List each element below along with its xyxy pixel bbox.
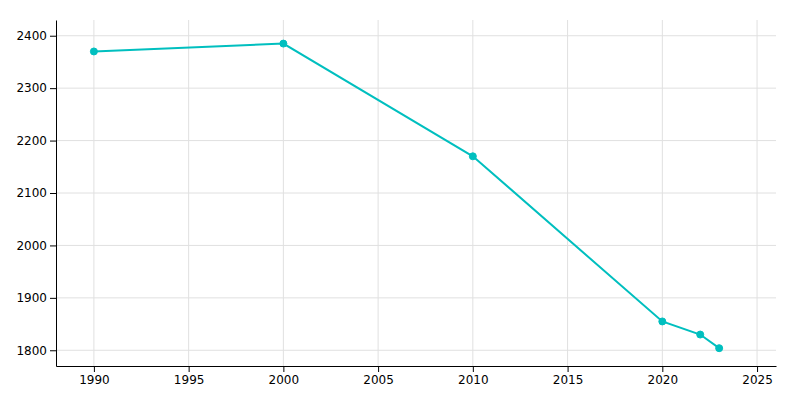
tick-mark <box>378 366 379 372</box>
grid-line <box>56 245 776 246</box>
tick-mark <box>50 36 56 37</box>
tick-label: 1990 <box>79 373 110 387</box>
tick-mark <box>50 298 56 299</box>
tick-mark <box>50 88 56 89</box>
tick-label: 1995 <box>174 373 205 387</box>
tick-label: 2400 <box>16 29 47 43</box>
tick-label: 2200 <box>16 134 47 148</box>
grid <box>56 20 776 366</box>
tick-mark <box>50 245 56 246</box>
tick-mark <box>662 366 663 372</box>
tick-mark <box>568 366 569 372</box>
point <box>280 40 287 47</box>
axis-line <box>57 366 777 367</box>
tick-label: 2000 <box>269 373 300 387</box>
tick-mark <box>50 141 56 142</box>
grid-line <box>56 140 776 141</box>
tick-label: 2300 <box>16 81 47 95</box>
point <box>659 318 666 325</box>
tick: 2020 <box>648 366 679 387</box>
tick: 1995 <box>174 366 205 387</box>
tick-label: 2005 <box>363 373 394 387</box>
x-axis: 1990 1995 2000 2005 2010 2015 2020 2025 <box>57 366 777 387</box>
tick: 2000 <box>16 239 56 253</box>
grid-line <box>56 35 776 36</box>
grid-line <box>56 193 776 194</box>
tick-mark <box>50 350 56 351</box>
tick: 2200 <box>16 134 56 148</box>
tick-mark <box>94 366 95 372</box>
point <box>469 153 476 160</box>
tick-label: 2100 <box>16 186 47 200</box>
chart: 1990 1995 2000 2005 2010 2015 2020 2025 1800 1900… <box>0 0 800 400</box>
grid-line <box>56 350 776 351</box>
tick-mark <box>50 193 56 194</box>
point <box>90 48 97 55</box>
tick: 1990 <box>79 366 110 387</box>
tick: 2300 <box>16 81 56 95</box>
tick-label: 1800 <box>16 344 47 358</box>
tick: 2400 <box>16 29 56 43</box>
grid-line <box>56 88 776 89</box>
tick-label: 2010 <box>458 373 489 387</box>
tick: 2010 <box>458 366 489 387</box>
tick-mark <box>189 366 190 372</box>
axis-line <box>56 21 57 367</box>
tick: 2025 <box>742 366 773 387</box>
y-axis: 1800 1900 2000 2100 2200 2300 2400 <box>16 21 56 367</box>
marks <box>90 40 722 352</box>
tick: 2015 <box>553 366 584 387</box>
tick: 2005 <box>363 366 394 387</box>
tick-label: 2000 <box>16 239 47 253</box>
tick: 2100 <box>16 186 56 200</box>
tick: 1800 <box>16 344 56 358</box>
grid-line <box>56 297 776 298</box>
tick-label: 1900 <box>16 291 47 305</box>
tick-mark <box>473 366 474 372</box>
point <box>697 331 704 338</box>
tick-mark <box>757 366 758 372</box>
tick: 1900 <box>16 291 56 305</box>
tick-label: 2015 <box>553 373 584 387</box>
tick-label: 2020 <box>648 373 679 387</box>
tick: 2000 <box>269 366 300 387</box>
tick-mark <box>283 366 284 372</box>
tick-label: 2025 <box>742 373 773 387</box>
point <box>716 345 723 352</box>
plot-area: 1990 1995 2000 2005 2010 2015 2020 2025 1800 1900… <box>16 20 776 387</box>
line <box>94 44 719 349</box>
